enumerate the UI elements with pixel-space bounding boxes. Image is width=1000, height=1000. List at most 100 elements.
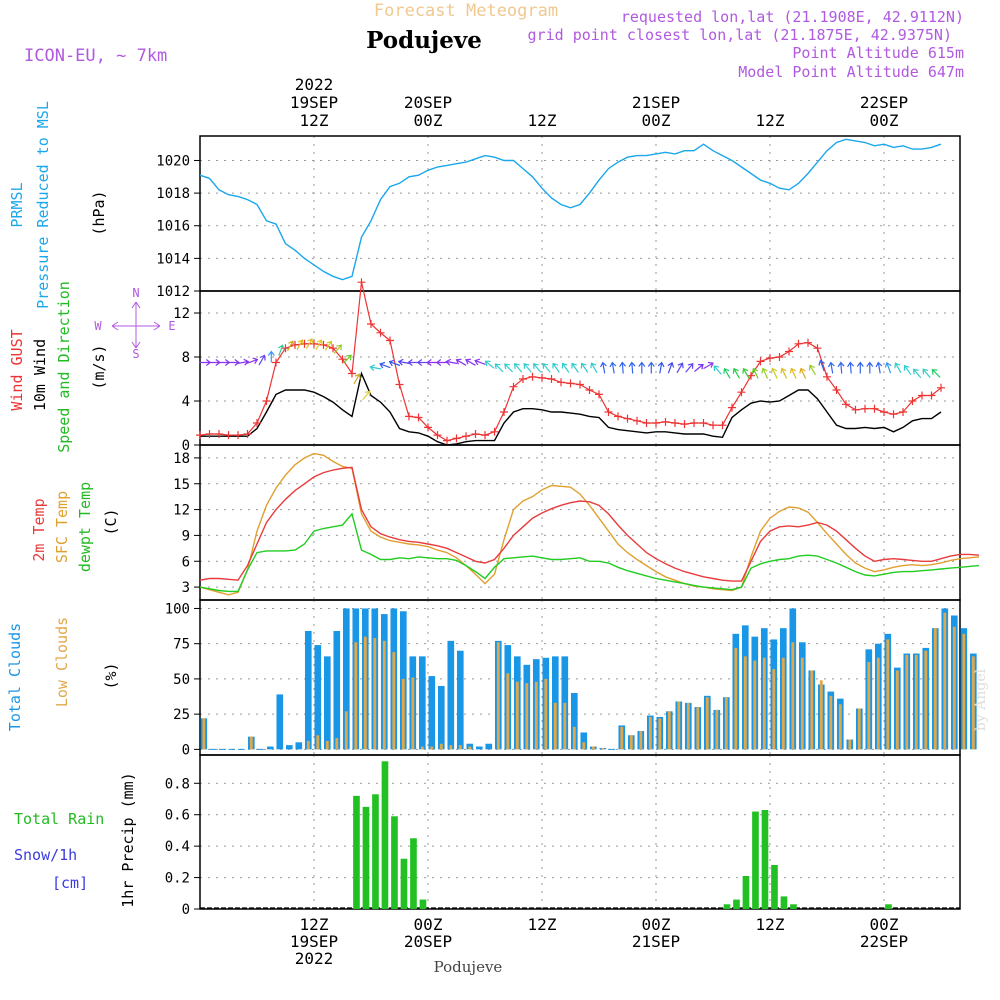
wind-direction-arrow	[208, 359, 221, 366]
top-axis-label: 12Z	[300, 111, 329, 130]
wind-direction-arrow	[884, 361, 892, 374]
wind-direction-arrow	[903, 364, 912, 376]
compass-west: W	[94, 319, 102, 333]
wind-direction-arrow	[514, 363, 523, 373]
y-tick-label: 1018	[156, 186, 190, 202]
low-cloud-bar	[582, 742, 586, 750]
y-tick-label: 1012	[156, 284, 190, 300]
wind-gust-marker	[300, 339, 309, 348]
wind-direction-arrow	[218, 359, 231, 366]
low-cloud-bar	[430, 746, 434, 750]
wind-gust-marker	[842, 400, 850, 409]
wind-direction-arrow	[533, 363, 542, 373]
total-cloud-bar	[304, 631, 312, 750]
wind-gust-marker	[452, 434, 461, 443]
wind-gust-marker	[471, 430, 480, 438]
pressure-unit: (hPa)	[90, 190, 108, 235]
wind-gust-marker	[528, 372, 537, 381]
low-cloud-bar	[905, 654, 909, 750]
wind-direction-arrow	[397, 358, 410, 366]
wind-direction-label: Speed and Direction	[55, 281, 73, 453]
wind-gust-marker	[908, 397, 917, 405]
low-cloud-bar	[411, 677, 415, 750]
panel-frame	[199, 290, 961, 446]
low-cloud-bar	[354, 642, 358, 750]
wind-gust-marker	[357, 278, 366, 287]
wind-direction-arrow	[770, 367, 778, 379]
low-cloud-bar	[848, 739, 852, 750]
sfc-label: SFC Temp	[53, 491, 71, 563]
low-cloud-bar	[458, 745, 462, 750]
wind-gust-marker	[642, 419, 651, 427]
wind-gust-marker	[832, 386, 841, 394]
low-cloud-bar	[667, 711, 671, 750]
low-cloud-bar	[496, 642, 500, 750]
wind-gust-marker	[490, 427, 499, 436]
wind-direction-arrow	[504, 363, 514, 373]
panel-frame	[199, 135, 961, 292]
low-cloud-bar	[886, 639, 890, 750]
y-tick-label: 100	[165, 601, 190, 617]
bottom-axis-label: 20SEP	[404, 932, 452, 951]
wind-gust-marker	[414, 413, 423, 422]
wind-direction-arrow	[227, 359, 240, 366]
y-tick-label: 12	[173, 306, 190, 322]
wind-gust-marker	[756, 357, 765, 366]
wind-direction-arrow	[267, 350, 275, 363]
wind-direction-arrow	[676, 362, 684, 374]
wind-gust-marker	[661, 417, 670, 426]
rain-bar	[752, 811, 759, 909]
wind-direction-arrow	[246, 357, 259, 365]
top-axis-label: 00Z	[414, 111, 443, 130]
low-cloud-bar	[591, 746, 595, 750]
panel-frame	[199, 599, 961, 756]
wind-gust-marker	[927, 391, 936, 400]
compass-south: S	[132, 347, 139, 361]
wind-gust-marker	[889, 410, 898, 419]
wind-gust-marker	[253, 419, 261, 427]
low-cloud-bar	[202, 718, 206, 750]
top-axis-label: 22SEP	[860, 93, 908, 112]
wind-direction-arrow	[638, 361, 646, 374]
wind-gust-marker	[880, 408, 888, 416]
wind-direction-arrow	[342, 354, 352, 364]
wind-gust-marker	[196, 431, 204, 440]
y-tick-label: 3	[182, 580, 190, 596]
total-cloud-bar	[570, 693, 578, 750]
rain-bar	[353, 795, 360, 909]
wind-direction-arrow	[619, 361, 627, 374]
low-cloud-bar	[420, 746, 424, 750]
t2m-label: 2m Temp	[30, 498, 48, 561]
grid-coords: grid point closest lon,lat (21.1875E, 42…	[528, 26, 952, 44]
wind-direction-arrow	[894, 362, 902, 374]
total-cloud-bar	[485, 743, 493, 750]
low-cloud-bar	[895, 670, 899, 750]
wind-direction-arrow	[713, 365, 722, 375]
wind-gust-marker	[851, 405, 860, 414]
y-tick-label: 18	[173, 451, 190, 467]
rain-bar	[419, 899, 427, 909]
low-cloud-bar	[810, 670, 814, 750]
wind-direction-arrow	[494, 363, 504, 373]
wind-direction-arrow	[694, 363, 704, 372]
low-cloud-bar	[392, 652, 396, 750]
top-axis-label: 12Z	[528, 111, 557, 130]
wind-gust-marker	[861, 404, 869, 413]
wind-direction-arrow	[333, 344, 342, 354]
y-tick-label: 9	[182, 528, 190, 544]
wind-direction-arrow	[542, 363, 551, 373]
wind-direction-arrow	[369, 364, 382, 372]
wind-direction-arrow	[866, 361, 874, 374]
low-cloud-bar	[753, 660, 757, 750]
wind-gust-marker	[918, 391, 926, 400]
total-clouds-label: Total Clouds	[6, 623, 24, 731]
bottom-axis-label: 12Z	[300, 915, 329, 934]
total-cloud-bar	[276, 694, 284, 750]
pressure-line	[199, 138, 942, 281]
total-cloud-bar	[428, 676, 436, 750]
wind-gust-marker	[623, 414, 632, 423]
bottom-axis-label: 12Z	[528, 915, 557, 934]
wind-gust-marker	[243, 430, 252, 438]
wind-direction-arrow	[199, 359, 212, 366]
